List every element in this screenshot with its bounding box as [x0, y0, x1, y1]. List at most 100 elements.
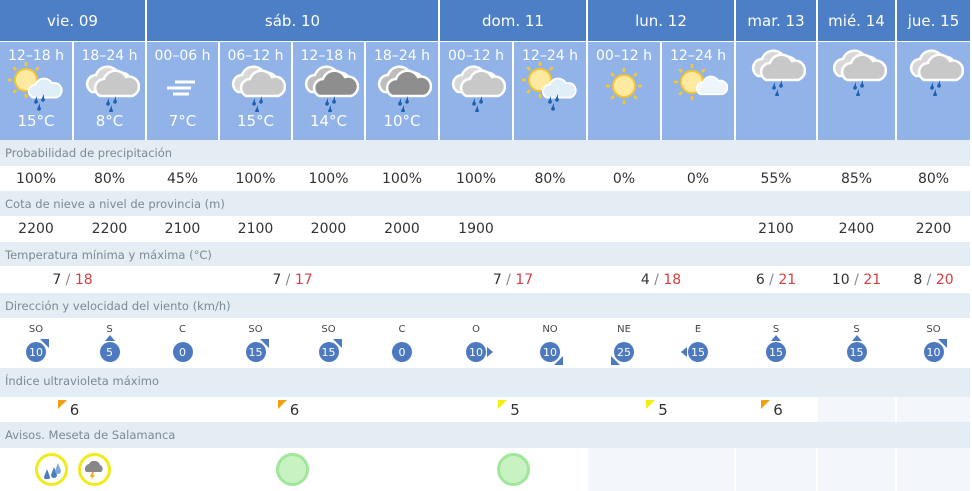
wind-arrow-icon	[611, 356, 620, 365]
period-temp: 7°C	[168, 112, 197, 130]
uv-level-icon	[277, 399, 287, 409]
temp-min: 7	[492, 271, 502, 288]
row-label: Temperatura mínima y máxima (°C)	[5, 248, 212, 262]
temp-min: 8	[913, 271, 923, 288]
snow-value: 2100	[164, 221, 201, 237]
precip-value: 0%	[686, 170, 710, 187]
wind-speed: 25	[617, 345, 631, 359]
alert-cell[interactable]	[0, 448, 145, 491]
wind-speed-badge: 10	[540, 342, 563, 365]
day-header[interactable]: sáb. 10	[147, 0, 438, 42]
precip-value: 100%	[15, 170, 57, 187]
day-header[interactable]: vie. 09	[0, 0, 145, 42]
period-temp: 14°C	[309, 112, 348, 130]
uv-value: 6	[277, 399, 299, 419]
wind-speed: 10	[926, 345, 941, 359]
temp-min: 7	[52, 271, 62, 288]
period-label: 00–12 h	[596, 48, 652, 64]
day-label: mié. 14	[828, 11, 885, 30]
temp-cell: 4 / 18	[588, 266, 734, 293]
period-cell: 12–18 h 14°C	[293, 42, 364, 140]
snow-value: 2400	[838, 221, 875, 237]
uv-cell	[897, 397, 970, 422]
period-cell: 00–12 h	[440, 42, 512, 140]
row-label-alerts: Avisos. Meseta de Salamanca	[0, 422, 970, 448]
alert-cell[interactable]	[147, 448, 438, 491]
temp-min: 10	[831, 271, 850, 288]
wind-speed-badge: 15	[846, 335, 867, 362]
row-label-precip: Probabilidad de precipitación	[0, 140, 970, 166]
wind-speed: 10	[469, 345, 483, 359]
day-header[interactable]: dom. 11	[440, 0, 586, 42]
temp-min: 4	[640, 271, 650, 288]
precip-cell: 80%	[897, 166, 970, 191]
alert-cell[interactable]	[440, 448, 586, 491]
wind-direction: E	[694, 324, 702, 335]
uv-number: 6	[69, 400, 80, 419]
wind-arrow-icon	[40, 339, 49, 348]
separator: /	[501, 271, 516, 288]
period-temp: 10°C	[383, 112, 421, 130]
temp-max: 18	[74, 271, 93, 288]
temp-max: 18	[663, 271, 682, 288]
precip-cell: 45%	[147, 166, 218, 191]
temp-max: 17	[515, 271, 534, 288]
wind-direction: NO	[542, 324, 558, 335]
cloud-rain-icon	[827, 48, 887, 96]
snow-cell: 2100	[736, 216, 816, 242]
wind-direction: SO	[926, 324, 941, 335]
wind-speed: 10	[543, 345, 557, 359]
precip-cell: 100%	[220, 166, 291, 191]
period-cell	[818, 42, 895, 140]
yellow-rain-alert-icon[interactable]	[34, 453, 68, 486]
day-header[interactable]: mar. 13	[736, 0, 816, 42]
precip-cell: 100%	[440, 166, 512, 191]
row-label-wind: Dirección y velocidad del viento (km/h)	[0, 293, 970, 318]
wind-arrow-icon	[771, 335, 781, 341]
period-label: 12–18 h	[8, 48, 64, 64]
period-cell	[736, 42, 816, 140]
snow-value: 2100	[237, 221, 274, 237]
period-temp: 15°C	[236, 112, 275, 130]
wind-arrow-icon	[104, 335, 115, 341]
period-cell: 18–24 h 8°C	[74, 42, 145, 140]
no-alert-green-icon[interactable]	[276, 453, 309, 486]
sun-cloud-rain-icon	[520, 62, 580, 111]
yellow-storm-alert-icon[interactable]	[77, 453, 111, 486]
wind-speed: 15	[769, 345, 783, 359]
period-label: 12–24 h	[522, 48, 578, 64]
precip-value: 100%	[381, 170, 423, 187]
precip-cell: 80%	[514, 166, 586, 191]
precip-cell: 100%	[293, 166, 364, 191]
uv-cell	[818, 397, 895, 422]
period-cell	[897, 42, 970, 140]
day-header[interactable]: jue. 15	[897, 0, 970, 42]
day-label: jue. 15	[907, 11, 960, 30]
precip-cell: 55%	[736, 166, 816, 191]
snow-cell: 2200	[74, 216, 145, 242]
wind-cell: O 10	[440, 318, 512, 368]
row-label-snow: Cota de nieve a nivel de provincia (m)	[0, 191, 970, 216]
precip-value: 45%	[166, 170, 199, 187]
wind-direction: C	[398, 324, 406, 335]
temp-min: 6	[755, 271, 765, 288]
snow-cell	[662, 216, 734, 242]
no-alert-green-icon[interactable]	[496, 453, 530, 486]
period-cell: 12–18 h 15°C	[0, 42, 72, 140]
uv-level-icon	[646, 399, 656, 409]
wind-speed-badge: 5	[99, 335, 120, 362]
temp-max: 21	[778, 271, 797, 288]
precip-cell: 100%	[366, 166, 438, 191]
wind-direction: S	[853, 324, 860, 335]
day-header[interactable]: lun. 12	[588, 0, 734, 42]
wind-cell: NO 10	[514, 318, 586, 368]
wind-cell: SO 10	[0, 318, 72, 368]
period-cell: 00–12 h	[588, 42, 660, 140]
day-header[interactable]: mié. 14	[818, 0, 895, 42]
snow-cell: 2100	[220, 216, 291, 242]
snow-value: 2200	[18, 221, 54, 237]
precip-value: 80%	[917, 170, 950, 187]
uv-cell: 6	[147, 397, 438, 422]
